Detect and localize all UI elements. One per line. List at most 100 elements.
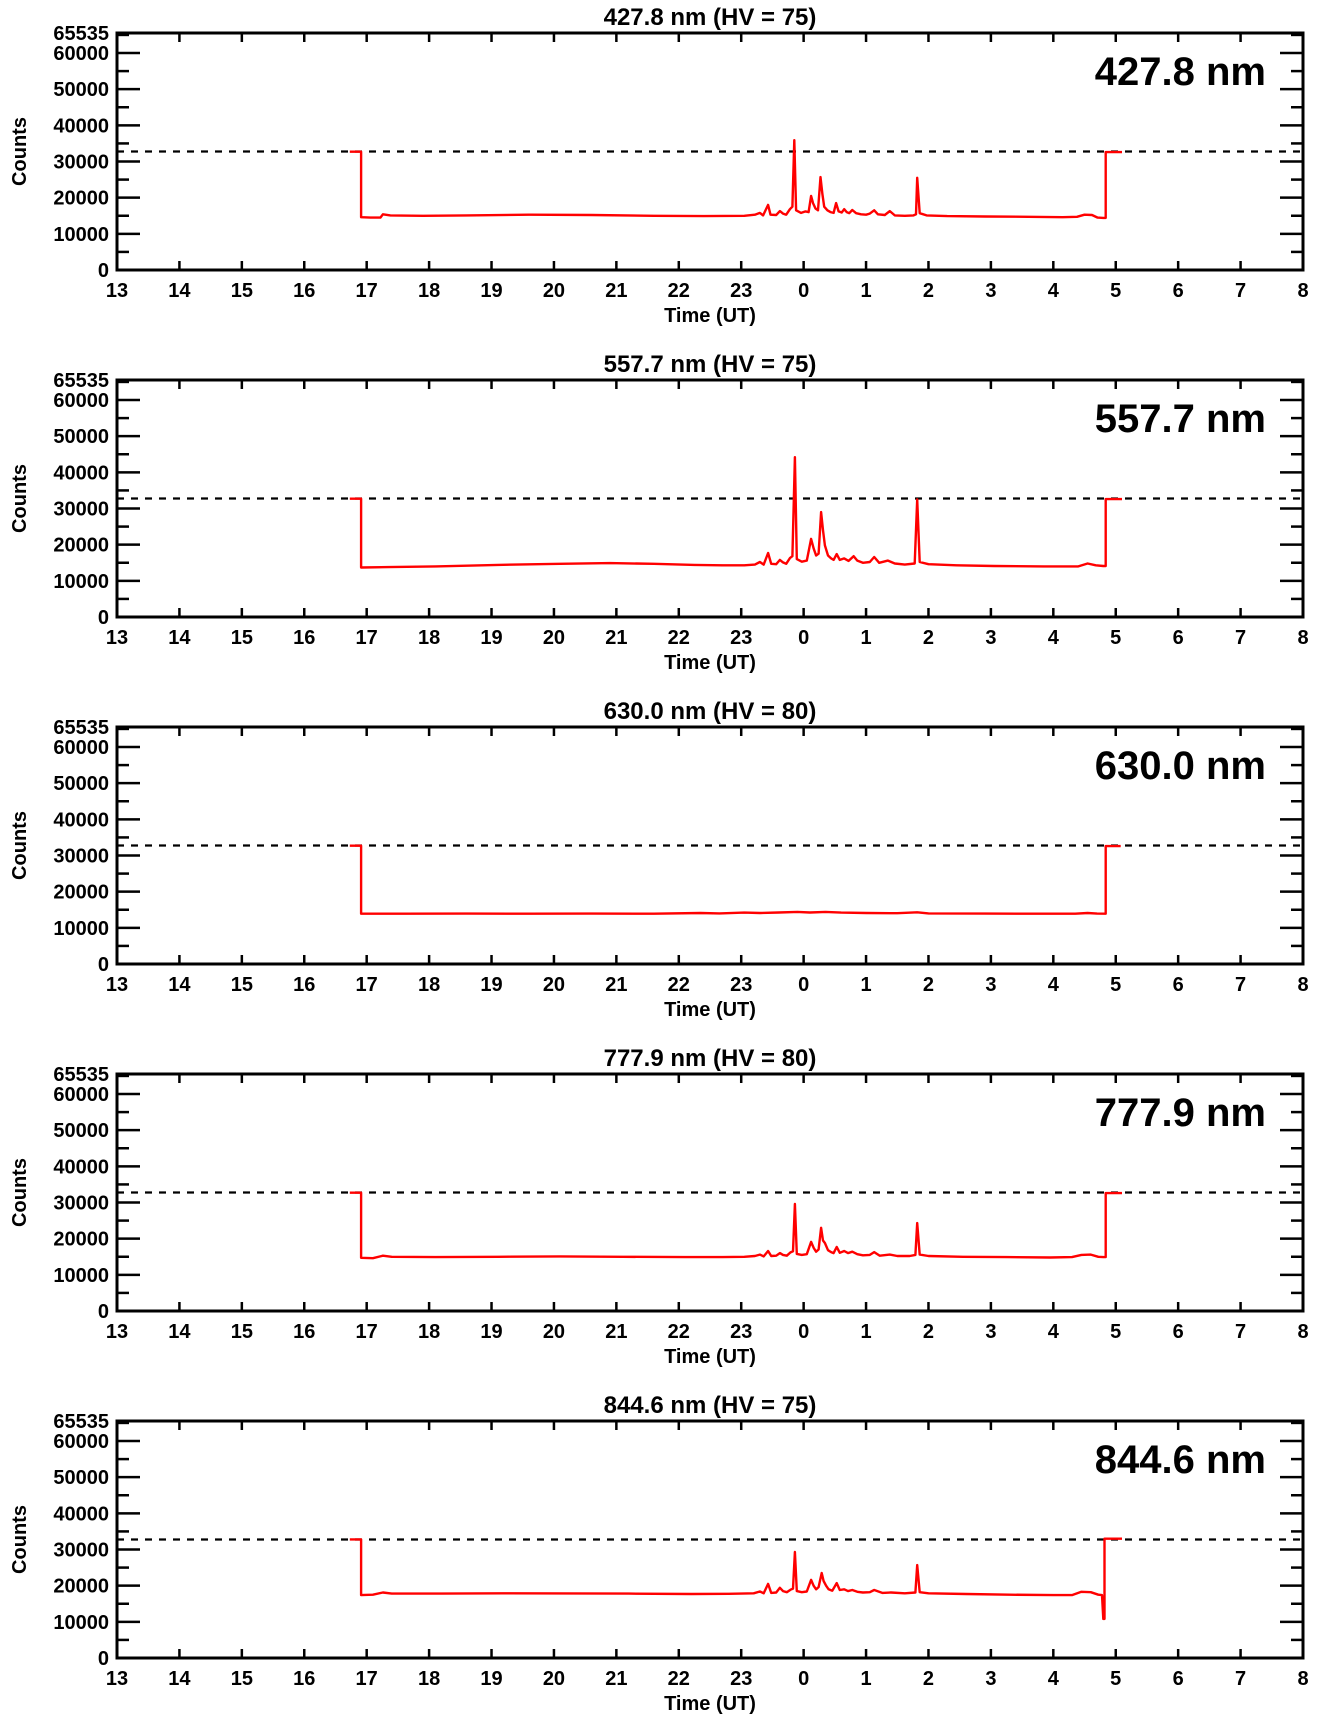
- x-tick-label: 7: [1235, 1668, 1246, 1690]
- x-axis-labels: 13 14 15 16 17 18 19 20 21 22 23 0 1 2 3 4 5 6 7 8: [106, 974, 1309, 996]
- y-axis-ticks: [117, 33, 1303, 254]
- x-tick-label: 19: [480, 280, 502, 302]
- x-tick-label: 5: [1110, 1668, 1121, 1690]
- y-tick-label: 40000: [53, 462, 109, 484]
- y-axis-ticks: [117, 1074, 1303, 1295]
- x-tick-label: 14: [168, 627, 191, 649]
- x-tick-label: 13: [106, 1668, 128, 1690]
- x-tick-label: 7: [1235, 1321, 1246, 1343]
- wavelength-annotation: 427.8 nm: [1095, 50, 1266, 94]
- y-tick-label: 20000: [53, 188, 109, 210]
- y-tick-label: 50000: [53, 79, 109, 101]
- x-axis-labels: 13 14 15 16 17 18 19 20 21 22 23 0 1 2 3 4 5 6 7 8: [106, 280, 1309, 302]
- x-tick-label: 0: [798, 627, 809, 649]
- x-tick-label: 17: [356, 974, 378, 996]
- x-tick-label: 20: [543, 280, 565, 302]
- y-tick-label-max: 65535: [53, 1411, 109, 1433]
- x-tick-label: 23: [730, 974, 752, 996]
- x-tick-label: 20: [543, 627, 565, 649]
- x-axis-labels: 13 14 15 16 17 18 19 20 21 22 23 0 1 2 3 4 5 6 7 8: [106, 1668, 1309, 1690]
- x-tick-label: 18: [418, 280, 440, 302]
- x-tick-label: 2: [923, 1668, 934, 1690]
- x-tick-label: 2: [923, 280, 934, 302]
- x-tick-label: 16: [293, 1668, 315, 1690]
- x-tick-label: 19: [480, 1668, 502, 1690]
- y-axis-title: Counts: [9, 1505, 31, 1574]
- x-tick-label: 21: [605, 1668, 627, 1690]
- x-tick-label: 0: [798, 280, 809, 302]
- y-axis-title: Counts: [9, 117, 31, 186]
- y-tick-label: 0: [98, 1301, 109, 1323]
- x-tick-label: 18: [418, 1321, 440, 1343]
- x-axis-labels: 13 14 15 16 17 18 19 20 21 22 23 0 1 2 3 4 5 6 7 8: [106, 627, 1309, 649]
- chart-title: 427.8 nm (HV = 75): [604, 4, 817, 31]
- x-tick-label: 4: [1048, 280, 1060, 302]
- x-tick-label: 8: [1297, 280, 1308, 302]
- x-tick-label: 22: [668, 1321, 690, 1343]
- x-axis-labels: 13 14 15 16 17 18 19 20 21 22 23 0 1 2 3 4 5 6 7 8: [106, 1321, 1309, 1343]
- y-tick-label: 20000: [53, 882, 109, 904]
- x-tick-label: 18: [418, 1668, 440, 1690]
- x-tick-label: 16: [293, 974, 315, 996]
- chart-panel-844.6nm: 844.6 nm (HV = 75) 0 10000 20000 30000 40000 5…: [9, 1392, 1309, 1715]
- x-tick-label: 1: [860, 1321, 871, 1343]
- y-tick-label: 40000: [53, 1503, 109, 1525]
- x-tick-label: 15: [231, 627, 253, 649]
- y-tick-label: 10000: [53, 224, 109, 246]
- x-tick-label: 5: [1110, 1321, 1121, 1343]
- y-tick-label: 50000: [53, 1120, 109, 1142]
- x-tick-label: 16: [293, 280, 315, 302]
- x-tick-label: 18: [418, 974, 440, 996]
- x-tick-label: 14: [168, 280, 191, 302]
- x-tick-label: 8: [1297, 1321, 1308, 1343]
- x-tick-label: 20: [543, 1668, 565, 1690]
- y-tick-label: 30000: [53, 1193, 109, 1215]
- x-tick-label: 3: [985, 1668, 996, 1690]
- x-tick-label: 7: [1235, 627, 1246, 649]
- y-tick-label: 10000: [53, 1265, 109, 1287]
- x-tick-label: 1: [860, 1668, 871, 1690]
- x-tick-label: 20: [543, 1321, 565, 1343]
- x-tick-label: 0: [798, 1668, 809, 1690]
- y-tick-label: 60000: [53, 1431, 109, 1453]
- x-tick-label: 15: [231, 1321, 253, 1343]
- plot-frame: [115, 1419, 1305, 1660]
- y-tick-label: 40000: [53, 1156, 109, 1178]
- x-tick-label: 1: [860, 280, 871, 302]
- y-axis-ticks: [117, 380, 1303, 601]
- chart-panel-777.9nm: 777.9 nm (HV = 80) 0 10000 20000 30000 40000 5…: [9, 1045, 1309, 1368]
- y-tick-label: 10000: [53, 918, 109, 940]
- x-tick-label: 8: [1297, 974, 1308, 996]
- y-tick-label: 50000: [53, 426, 109, 448]
- y-axis-title: Counts: [9, 811, 31, 880]
- y-tick-label: 20000: [53, 1229, 109, 1251]
- y-tick-label: 30000: [53, 1540, 109, 1562]
- x-tick-label: 17: [356, 627, 378, 649]
- x-tick-label: 15: [231, 1668, 253, 1690]
- y-tick-label: 50000: [53, 1467, 109, 1489]
- x-tick-label: 3: [985, 974, 996, 996]
- data-series-line: [349, 1537, 1122, 1621]
- y-axis-title: Counts: [9, 1158, 31, 1227]
- y-tick-label: 60000: [53, 737, 109, 759]
- chart-title: 630.0 nm (HV = 80): [604, 698, 817, 725]
- y-axis-ticks: [117, 727, 1303, 948]
- y-axis-title: Counts: [9, 464, 31, 533]
- wavelength-annotation: 630.0 nm: [1095, 744, 1266, 788]
- x-tick-label: 0: [798, 974, 809, 996]
- x-tick-label: 19: [480, 1321, 502, 1343]
- x-axis-title: Time (UT): [664, 999, 756, 1021]
- y-tick-label: 0: [98, 1648, 109, 1670]
- y-tick-label: 0: [98, 260, 109, 282]
- x-tick-label: 6: [1173, 974, 1184, 996]
- x-tick-label: 15: [231, 974, 253, 996]
- plot-frame: [115, 1072, 1305, 1313]
- x-tick-label: 13: [106, 974, 128, 996]
- x-tick-label: 6: [1173, 1668, 1184, 1690]
- x-tick-label: 5: [1110, 280, 1121, 302]
- chart-panel-427.8nm: 427.8 nm (HV = 75) 0 10000 20000 30000 40000 5…: [9, 4, 1309, 327]
